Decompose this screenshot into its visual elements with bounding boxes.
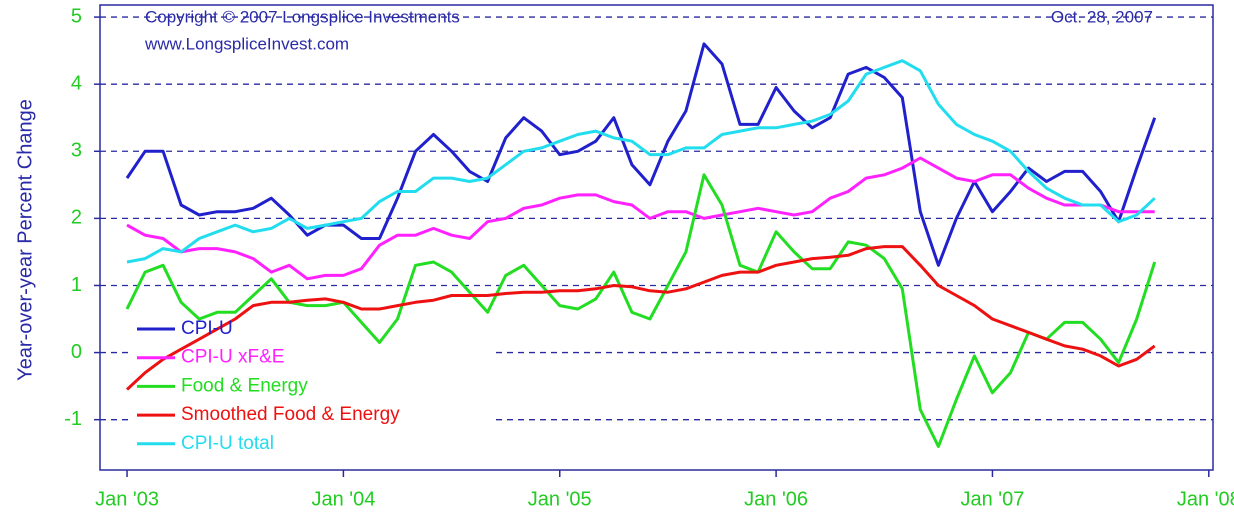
x-tick-label: Jan '07 — [961, 488, 1025, 510]
plot-frame — [99, 4, 1214, 471]
y-tick-label: 1 — [71, 274, 82, 296]
x-tick-label: Jan '08 — [1177, 488, 1234, 510]
y-tick-label: 4 — [71, 72, 82, 94]
y-tick-label: 2 — [71, 207, 82, 229]
legend-label: Food & Energy — [181, 375, 308, 396]
y-axis-title: Year-over-year Percent Change — [14, 99, 36, 381]
y-tick-label: 5 — [71, 5, 82, 27]
legend-label: Smoothed Food & Energy — [181, 404, 400, 425]
legend-label: CPI-U — [181, 318, 233, 339]
series-line — [126, 156, 1155, 281]
y-tick-label: -1 — [64, 408, 82, 430]
series-line — [126, 59, 1156, 264]
series-line — [125, 173, 1157, 448]
legend-label: CPI-U xF&E — [181, 347, 284, 368]
x-tick-label: Jan '04 — [311, 488, 375, 510]
series-line — [125, 245, 1156, 391]
legend-label: CPI-U total — [181, 433, 274, 454]
series-line — [125, 42, 1157, 267]
y-tick-label: 0 — [71, 341, 82, 363]
x-tick-label: Jan '06 — [744, 488, 808, 510]
x-tick-label: Jan '05 — [528, 488, 592, 510]
y-tick-label: 3 — [71, 140, 82, 162]
website-note: www.LongspliceInvest.com — [144, 34, 349, 53]
x-tick-label: Jan '03 — [95, 488, 159, 510]
